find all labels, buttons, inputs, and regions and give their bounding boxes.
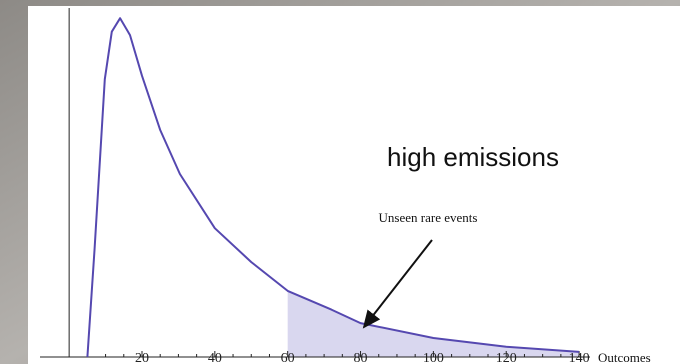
x-tick-label: 100 [423, 351, 444, 364]
annotation: Unseen rare events [379, 210, 478, 225]
x-tick-label: 40 [208, 351, 222, 364]
x-tick-label: 60 [281, 351, 295, 364]
annotation: high emissions [387, 142, 559, 172]
x-tick-label: 80 [354, 351, 368, 364]
chart: 20 40 60 80 100 120 140 high emissions Unseen … [0, 0, 680, 364]
x-tick-label: 140 [569, 351, 590, 364]
x-tick-label: 120 [496, 351, 517, 364]
x-axis-label: Outcomes [598, 350, 651, 364]
x-tick-label: 20 [135, 351, 149, 364]
panel [28, 6, 680, 364]
